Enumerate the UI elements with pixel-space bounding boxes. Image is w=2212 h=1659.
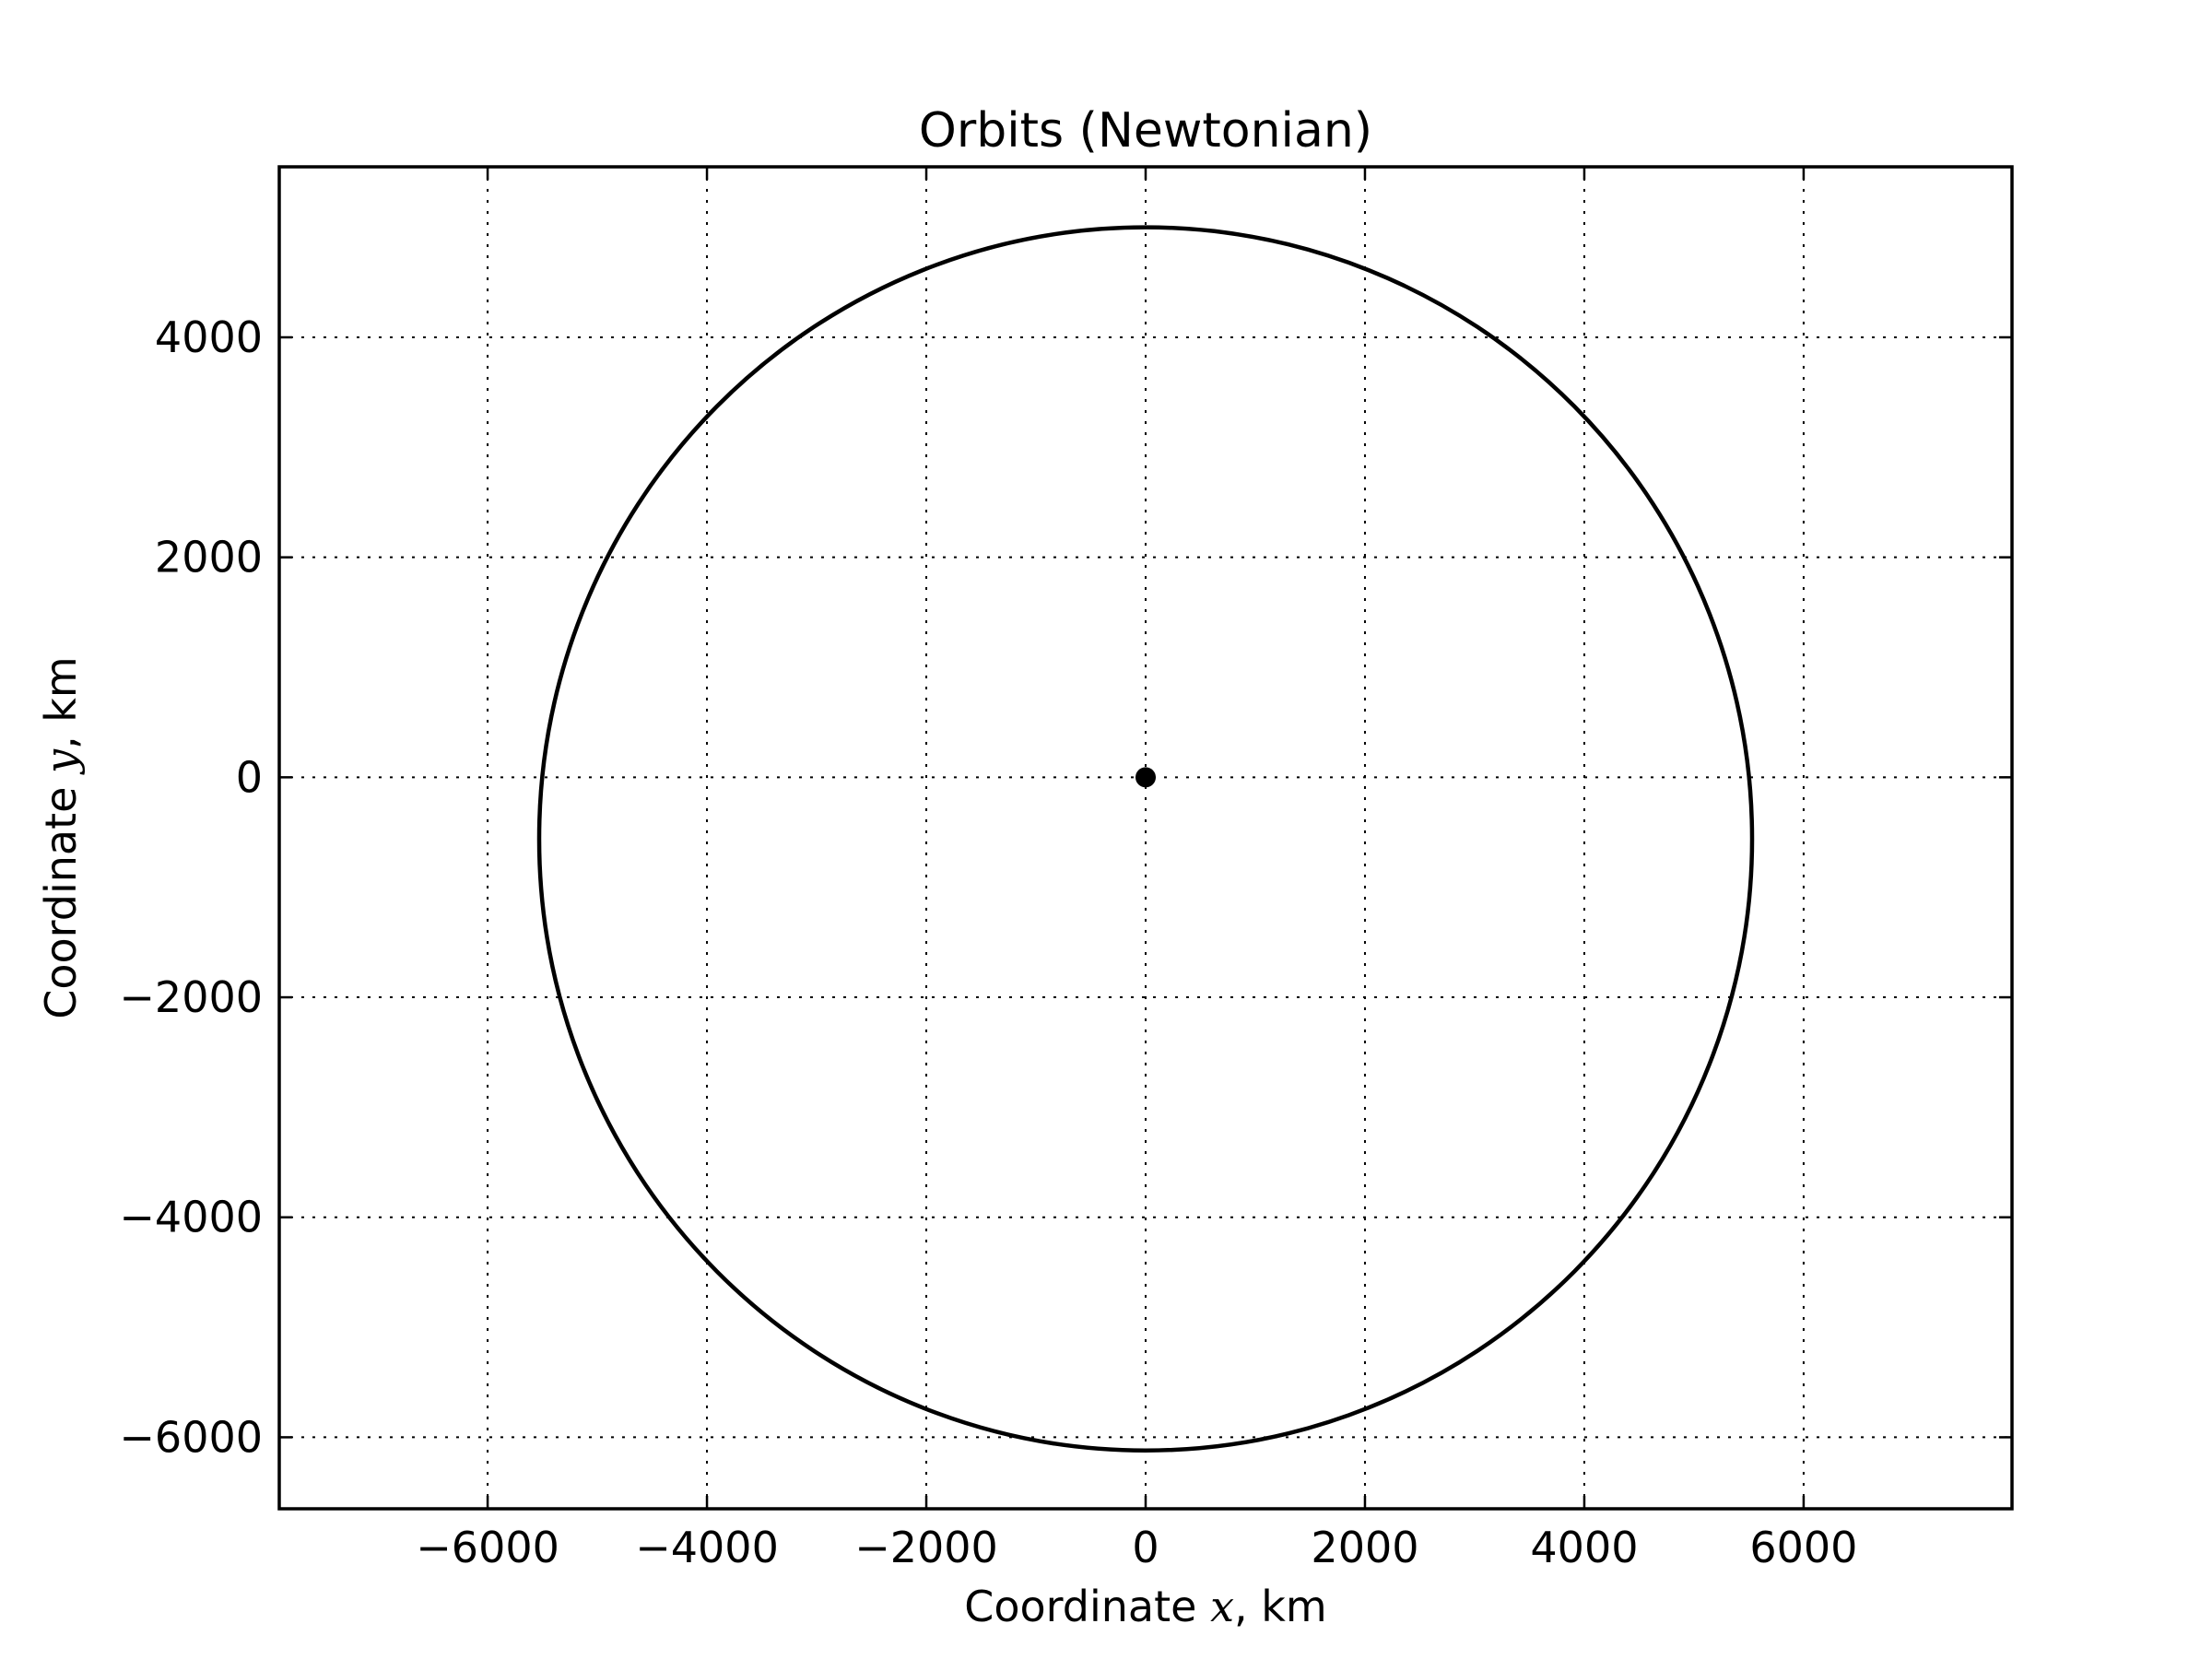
central-body-point — [1135, 767, 1156, 788]
y-tick-label: 4000 — [155, 312, 263, 362]
tick-layer: −6000 −4000 −2000 0 2000 4000 6000 −6000 −4000 −2… — [119, 167, 2012, 1572]
y-axis-label-suffix: , km — [36, 656, 86, 749]
orbit-line — [536, 225, 1755, 1453]
y-tick-label: −4000 — [119, 1193, 263, 1242]
x-tick-label: −2000 — [854, 1523, 998, 1572]
y-axis-label-variable: y — [36, 748, 86, 775]
y-axis-label-prefix: Coordinate — [36, 773, 86, 1019]
x-tick-label: 0 — [1132, 1523, 1159, 1572]
x-axis-label-variable: x — [1210, 1582, 1234, 1631]
x-tick-label: −4000 — [635, 1523, 779, 1572]
x-tick-label: 4000 — [1530, 1523, 1638, 1572]
y-tick-label: −6000 — [119, 1412, 263, 1462]
x-tick-label: −6000 — [416, 1523, 559, 1572]
x-axis-label-prefix: Coordinate — [964, 1582, 1210, 1631]
x-axis-label-suffix: , km — [1234, 1582, 1327, 1631]
grid-layer — [279, 167, 2012, 1509]
y-axis-label: Coordinate y, km — [36, 656, 86, 1019]
x-axis-label: Coordinate x, km — [964, 1582, 1326, 1631]
y-tick-label: 2000 — [155, 533, 263, 582]
x-tick-label: 6000 — [1749, 1523, 1857, 1572]
x-tick-label: 2000 — [1311, 1523, 1418, 1572]
chart-title: Orbits (Newtonian) — [919, 103, 1372, 159]
y-tick-label: 0 — [236, 752, 263, 802]
y-tick-label: −2000 — [119, 972, 263, 1022]
series-layer — [536, 225, 1755, 1453]
